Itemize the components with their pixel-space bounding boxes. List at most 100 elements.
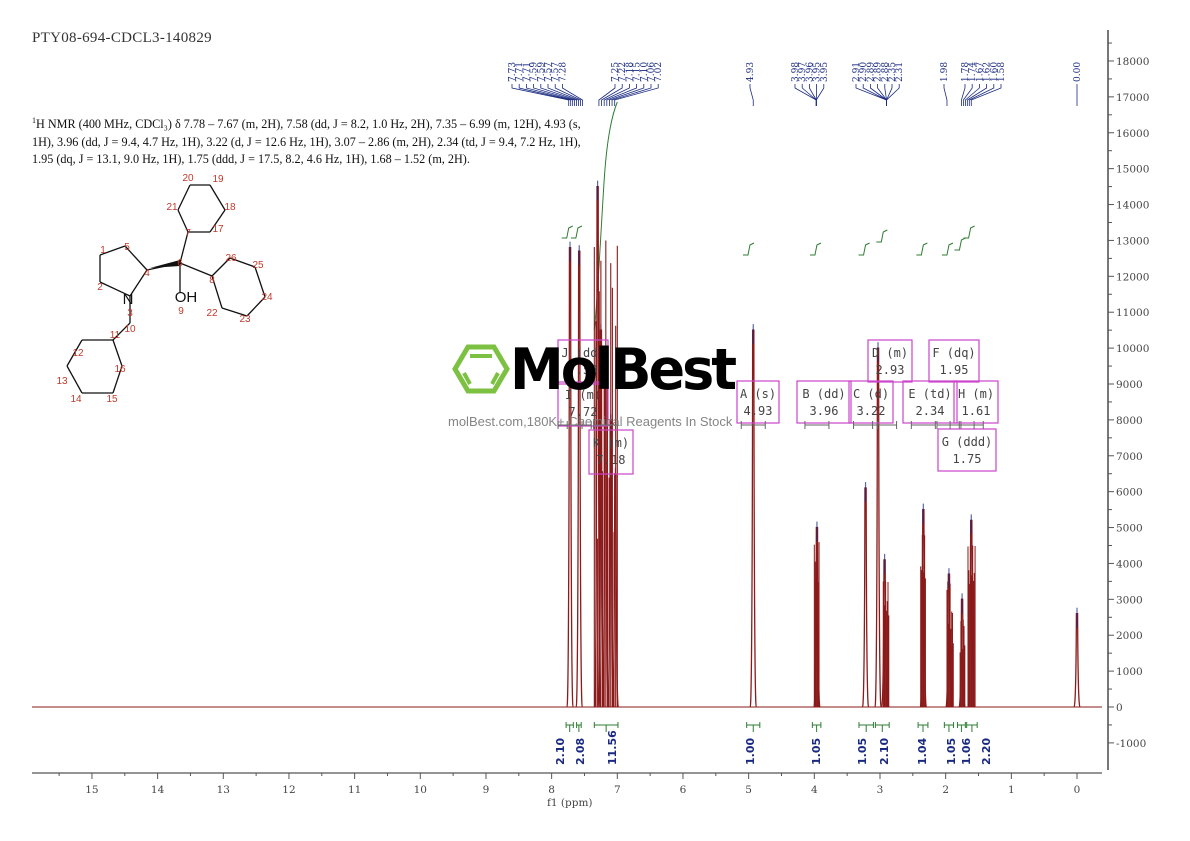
atom-number: 19 (212, 174, 224, 185)
y-tick-label: 17000 (1116, 92, 1149, 104)
multiplet-box (796, 380, 852, 424)
multiplet-type: D (m) (872, 346, 908, 360)
multiplet-type: I (m) (565, 388, 601, 402)
peak-shift-label: 1.67 (975, 62, 985, 82)
atom-number: 17 (212, 224, 224, 235)
y-tick-label: 8000 (1116, 415, 1143, 427)
multiplet-type: F (dq) (932, 346, 975, 360)
multiplet-type: H (m) (958, 387, 994, 401)
peak-shift-label: 7.59 (530, 62, 540, 82)
x-tick-label: 10 (414, 784, 427, 796)
peak-shift-label: 2.90 (859, 62, 869, 82)
multiplet-type: G (ddd) (942, 435, 993, 449)
peak-shift-label: 2.89 (874, 62, 884, 82)
multiplet-shift: 2.34 (916, 404, 945, 418)
atom-number: 8 (209, 275, 215, 286)
multiplet-type: A (s) (740, 387, 776, 401)
integral-value: 1.05 (856, 738, 869, 765)
peak-shift-label: 1.58 (997, 62, 1007, 82)
multiplet-shift: 4.93 (744, 404, 773, 418)
y-tick-label: 14000 (1116, 200, 1149, 212)
peak-shift-label: 2.89 (866, 62, 876, 82)
multiplet-box (937, 428, 997, 472)
y-tick-label: 9000 (1116, 379, 1143, 391)
atom-number: 3 (127, 308, 133, 319)
integral-value: 11.56 (606, 730, 619, 765)
y-tick-label: 15000 (1116, 164, 1149, 176)
multiplet-type: K (m) (593, 436, 629, 450)
peak-shift-label: 3.97 (798, 62, 808, 82)
multiplet-shift: 7.72 (569, 405, 598, 419)
atom-number: 4 (144, 268, 150, 279)
multiplet-shift: 7.58 (569, 363, 598, 377)
x-axis: 15 14 13 12 11 10 9 8 7 6 5 4 3 2 1 0f1 (ppm) (32, 772, 1102, 809)
multiplet-shift: 1.95 (940, 363, 969, 377)
atom-number: 22 (206, 308, 218, 319)
x-tick-label: 15 (85, 784, 98, 796)
peak-shift-label: 1.74 (968, 62, 978, 82)
multiplet-box (902, 380, 958, 424)
atom-number: 1 (100, 245, 106, 256)
multiplet-box (588, 429, 634, 475)
atom-number: 20 (182, 173, 194, 184)
multiplet-shift: 2.93 (876, 363, 905, 377)
peak-shift-label: 0.00 (1073, 62, 1083, 82)
peak-shift-label: 7.28 (558, 62, 568, 82)
atom-number: 9 (178, 306, 184, 317)
integral-value: 1.00 (744, 738, 757, 765)
multiplet-box (557, 339, 609, 385)
peak-shift-label: 2.31 (895, 62, 905, 82)
atom-number: 15 (106, 394, 118, 405)
multiplet-shift: 3.96 (810, 404, 839, 418)
integral-value: 2.20 (980, 738, 993, 765)
y-tick-label: 0 (1116, 702, 1123, 714)
y-tick-label: 11000 (1116, 307, 1149, 319)
multiplet-box (557, 381, 609, 427)
peak-shift-label: 1.78 (961, 62, 971, 82)
x-tick-label: 3 (877, 784, 884, 796)
x-tick-label: 8 (548, 784, 555, 796)
x-tick-label: 7 (614, 784, 621, 796)
y-tick-label: 4000 (1116, 558, 1143, 570)
multiplet-boxes: I (m) 7.72 J (dd) 7.58 K (m) 7.18 A (s) 4.93 B (… (557, 339, 999, 475)
y-tick-label: -1000 (1116, 738, 1146, 750)
atom-number: 23 (239, 314, 251, 325)
x-tick-label: 9 (483, 784, 490, 796)
x-tick-label: 13 (217, 784, 230, 796)
peak-labels: 7.737.717.717.597.597.577.577.28 7.257.22… (508, 62, 1083, 106)
x-tick-label: 2 (942, 784, 949, 796)
y-tick-label: 6000 (1116, 487, 1143, 499)
x-tick-label: 4 (811, 784, 818, 796)
atom-number: 25 (252, 260, 264, 271)
peak-shift-label: 2.35 (888, 62, 898, 82)
atom-number: 11 (110, 330, 121, 341)
integral-labels: 2.10 2.08 11.56 1.00 1.05 1.05 2.10 1.04 1.05 1.0… (554, 722, 993, 765)
x-tick-label: 1 (1008, 784, 1015, 796)
peak-shift-label: 7.25 (611, 62, 621, 82)
watermark-tagline: molBest.com,180K+ Chemical Reagents In S… (448, 414, 733, 429)
nitrogen-atom: N (123, 291, 134, 308)
integral-value: 1.05 (945, 738, 958, 765)
peak-shift-label: 3.98 (791, 62, 801, 82)
y-tick-label: 1000 (1116, 666, 1143, 678)
spectrum-title: PTY08-694-CDCL3-140829 (32, 30, 212, 46)
atom-number: 12 (72, 348, 84, 359)
atom-number: 21 (166, 202, 178, 213)
atom-number: 7 (185, 228, 191, 239)
integral-value: 1.04 (916, 738, 929, 765)
multiplet-shift: 7.18 (597, 453, 626, 467)
peak-shift-label: 7.02 (654, 62, 664, 82)
nmr-description-text: H NMR (400 MHz, CDCl₃) δ 7.78 – 7.67 (m,… (32, 117, 581, 167)
peak-shift-label: 3.96 (805, 62, 815, 82)
multiplet-shift: 1.75 (953, 452, 982, 466)
spectrum-trace (32, 180, 1102, 708)
multiplet-shift: 1.61 (962, 404, 991, 418)
multiplet-box (736, 380, 780, 424)
y-tick-label: 12000 (1116, 271, 1149, 283)
y-tick-label: 16000 (1116, 128, 1149, 140)
peak-shift-label: 2.91 (852, 62, 862, 82)
multiplet-type: C (d) (853, 387, 889, 401)
peak-shift-label: 7.57 (551, 62, 561, 82)
